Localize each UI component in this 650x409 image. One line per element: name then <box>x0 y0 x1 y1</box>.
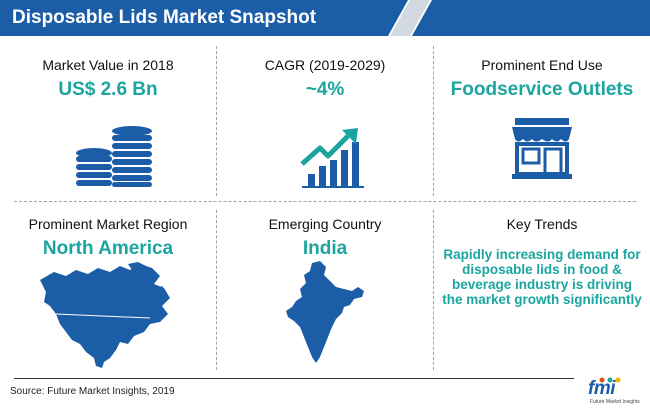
card-value: ~4% <box>305 79 345 100</box>
logo-tagline: Future Market Insights <box>590 399 640 405</box>
key-trends-text: Rapidly increasing demand for disposable… <box>442 247 642 307</box>
card-value: North America <box>42 238 174 259</box>
cagr-card: CAGR (2019-2029) ~4% <box>217 57 433 101</box>
divider-vertical <box>216 46 217 196</box>
card-value: US$ 2.6 Bn <box>58 79 158 100</box>
card-value: Foodservice Outlets <box>450 79 634 100</box>
growth-chart-icon <box>300 128 364 188</box>
coin-stack-icon <box>76 126 152 187</box>
title-bar: Disposable Lids Market Snapshot <box>0 0 650 36</box>
card-label: Market Value in 2018 <box>42 57 174 73</box>
divider-vertical <box>433 46 434 196</box>
logo-wordmark: fmi <box>588 378 616 399</box>
key-trends-card: Key Trends <box>434 216 650 232</box>
footer-divider <box>14 378 574 379</box>
card-label: Key Trends <box>506 216 578 232</box>
divider-vertical <box>433 210 434 370</box>
india-map-icon <box>286 261 364 363</box>
source-note: Source: Future Market Insights, 2019 <box>10 386 175 397</box>
card-label: Prominent End Use <box>481 57 603 73</box>
north-america-map-icon <box>40 262 170 368</box>
card-label: Emerging Country <box>268 216 382 232</box>
divider-horizontal <box>14 201 636 202</box>
card-label: CAGR (2019-2029) <box>264 57 386 73</box>
card-value: India <box>302 238 348 259</box>
market-value-card: Market Value in 2018 US$ 2.6 Bn <box>0 57 216 101</box>
page-title: Disposable Lids Market Snapshot <box>12 7 317 28</box>
end-use-card: Prominent End Use Foodservice Outlets <box>434 57 650 101</box>
region-card: Prominent Market Region North America <box>0 216 216 260</box>
card-label: Prominent Market Region <box>28 216 188 232</box>
country-card: Emerging Country India <box>217 216 433 260</box>
divider-vertical <box>216 210 217 370</box>
fmi-logo: fmi Future Market Insights <box>588 377 646 408</box>
title-banner-shape <box>0 0 650 36</box>
storefront-icon <box>512 118 572 179</box>
logo-dots-icon <box>599 377 621 383</box>
